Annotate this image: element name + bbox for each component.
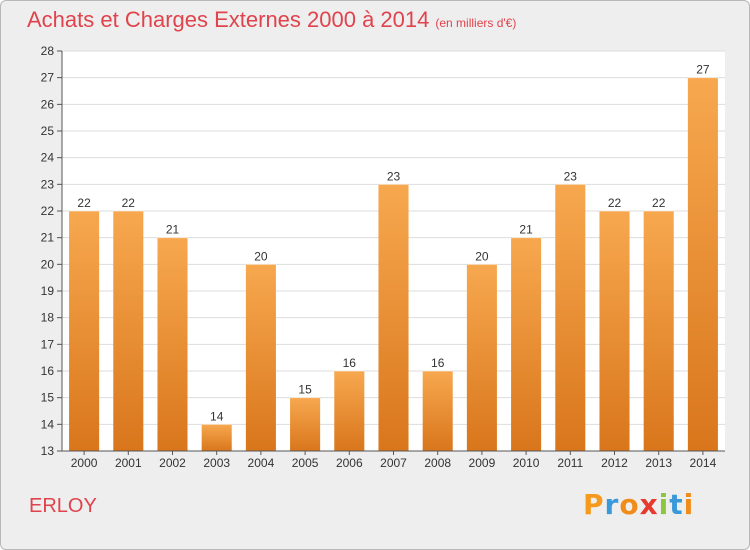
- data-label-2014: 27: [696, 63, 710, 77]
- logo-letter: P: [583, 488, 605, 521]
- x-tick-label: 2014: [690, 456, 717, 470]
- logo-letter: i: [683, 488, 695, 521]
- y-tick-label: 13: [41, 444, 55, 458]
- y-tick-label: 21: [41, 231, 55, 245]
- y-tick-label: 25: [41, 124, 55, 138]
- chart-title: Achats et Charges Externes 2000 à 2014 (e…: [27, 7, 516, 33]
- data-label-2005: 15: [298, 383, 312, 397]
- y-tick-label: 18: [41, 311, 55, 325]
- logo-letter: i: [658, 488, 670, 521]
- title-unit: (en milliers d'€): [435, 16, 517, 30]
- y-tick-label: 16: [41, 364, 55, 378]
- data-label-2007: 23: [387, 169, 401, 183]
- data-label-2002: 21: [166, 223, 180, 237]
- y-tick-label: 19: [41, 284, 55, 298]
- x-tick-label: 2011: [557, 456, 583, 470]
- proxiti-logo: Proxiti: [583, 488, 694, 521]
- data-label-2004: 20: [254, 249, 268, 263]
- data-label-2013: 22: [652, 196, 666, 210]
- x-tick-label: 2001: [115, 456, 142, 470]
- data-label-2000: 22: [77, 196, 91, 210]
- bar-2008: [422, 371, 453, 451]
- y-tick-label: 20: [41, 257, 55, 271]
- y-tick-label: 17: [41, 337, 55, 351]
- bar-2006: [334, 371, 365, 451]
- bar-2013: [643, 211, 674, 451]
- logo-letter: x: [639, 488, 659, 521]
- bar-2000: [69, 211, 100, 451]
- bar-2005: [290, 397, 321, 451]
- data-label-2009: 20: [475, 249, 489, 263]
- data-label-2003: 14: [210, 409, 224, 423]
- bars: [69, 77, 718, 452]
- x-tick-label: 2007: [380, 456, 407, 470]
- bar-2002: [157, 237, 188, 451]
- data-label-2012: 22: [608, 196, 622, 210]
- axes: [57, 50, 725, 455]
- x-tick-label: 2005: [292, 456, 319, 470]
- data-label-2001: 22: [122, 196, 136, 210]
- x-tick-label: 2009: [469, 456, 496, 470]
- x-tick-label: 2003: [203, 456, 230, 470]
- y-tick-label: 14: [41, 417, 55, 431]
- x-tick-label: 2012: [601, 456, 628, 470]
- bar-2014: [687, 77, 718, 452]
- x-tick-label: 2013: [645, 456, 672, 470]
- y-tick-label: 27: [41, 71, 55, 85]
- bar-2004: [245, 264, 276, 451]
- data-label-2006: 16: [343, 356, 357, 370]
- bar-2010: [511, 237, 542, 451]
- bar-2007: [378, 184, 409, 452]
- x-tick-label: 2002: [159, 456, 186, 470]
- bar-2012: [599, 211, 630, 451]
- bar-2011: [555, 184, 586, 452]
- bar-2001: [113, 211, 144, 451]
- logo-letter: t: [669, 488, 684, 521]
- bar-2003: [201, 424, 232, 451]
- data-label-2011: 23: [564, 169, 578, 183]
- bar-2009: [466, 264, 497, 451]
- logo-letter: o: [619, 488, 640, 521]
- x-tick-label: 2000: [71, 456, 98, 470]
- y-tick-label: 15: [41, 391, 55, 405]
- logo-letter: r: [604, 488, 620, 521]
- y-tick-label: 28: [41, 44, 55, 58]
- y-tick-label: 23: [41, 177, 55, 191]
- y-tick-label: 22: [41, 204, 55, 218]
- title-text: Achats et Charges Externes 2000 à 2014: [27, 7, 430, 32]
- place-name: ERLOY: [29, 495, 97, 517]
- y-tick-label: 26: [41, 97, 55, 111]
- labels: 13 14 15 16 17 18 19 20 21 22 23 24 25 26 27 28 22 2000 22…: [41, 44, 717, 470]
- x-tick-label: 2010: [513, 456, 540, 470]
- y-tick-label: 24: [41, 151, 55, 165]
- x-tick-label: 2006: [336, 456, 363, 470]
- data-label-2010: 21: [519, 223, 533, 237]
- data-label-2008: 16: [431, 356, 445, 370]
- x-tick-label: 2008: [424, 456, 451, 470]
- x-tick-label: 2004: [248, 456, 275, 470]
